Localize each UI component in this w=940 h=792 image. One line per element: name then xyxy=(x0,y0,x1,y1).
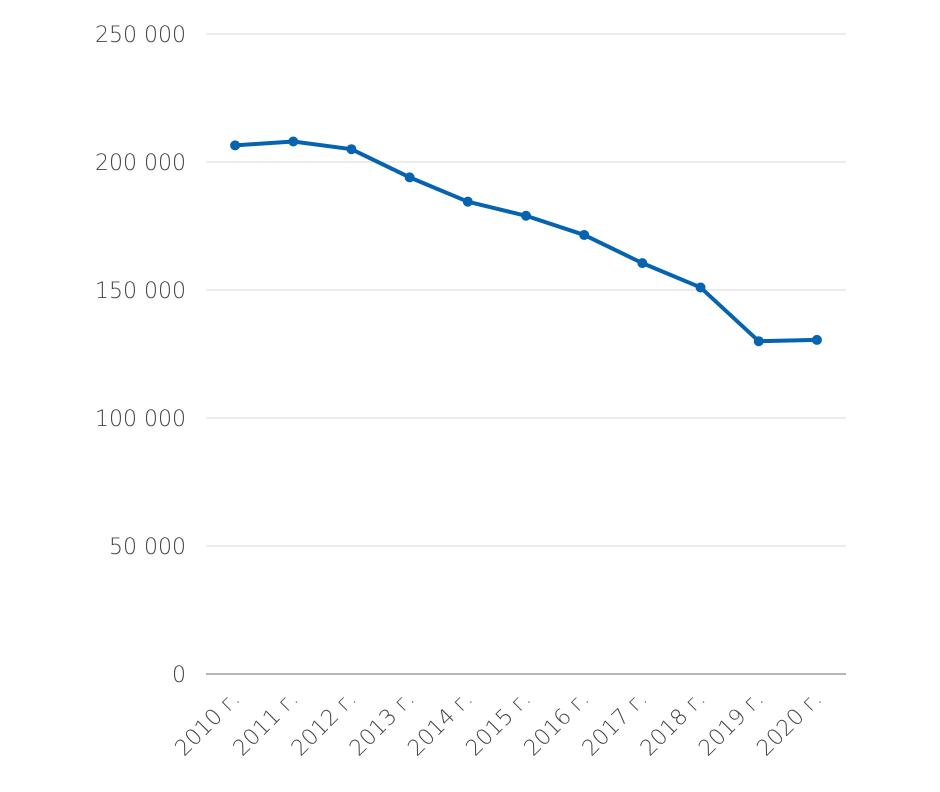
series-layer xyxy=(230,136,822,347)
data-point[interactable] xyxy=(288,136,299,147)
y-tick-label: 0 xyxy=(172,663,186,688)
data-point[interactable] xyxy=(346,144,357,155)
y-axis: 0 50 000 100 000 150 000 200 000 250 000 xyxy=(95,23,186,688)
data-point[interactable] xyxy=(521,210,531,221)
data-point[interactable] xyxy=(462,196,473,207)
x-tick-label: 2020 г. xyxy=(752,687,827,762)
y-tick-label: 100 000 xyxy=(95,407,186,432)
data-point[interactable] xyxy=(579,229,590,240)
data-point[interactable] xyxy=(637,258,648,269)
data-point[interactable] xyxy=(404,172,415,183)
y-tick-label: 150 000 xyxy=(95,279,186,304)
y-tick-label: 250 000 xyxy=(95,23,186,48)
series-line xyxy=(233,139,819,344)
gridlines xyxy=(206,33,846,675)
data-point[interactable] xyxy=(230,140,241,151)
data-point[interactable] xyxy=(753,336,764,347)
x-axis: 2010 г.2011 г.2012 г.2013 г.2014 г.2015 … xyxy=(171,687,828,762)
data-point[interactable] xyxy=(811,334,822,345)
data-point[interactable] xyxy=(695,282,706,293)
y-tick-label: 200 000 xyxy=(95,151,186,176)
y-tick-label: 50 000 xyxy=(109,535,186,560)
